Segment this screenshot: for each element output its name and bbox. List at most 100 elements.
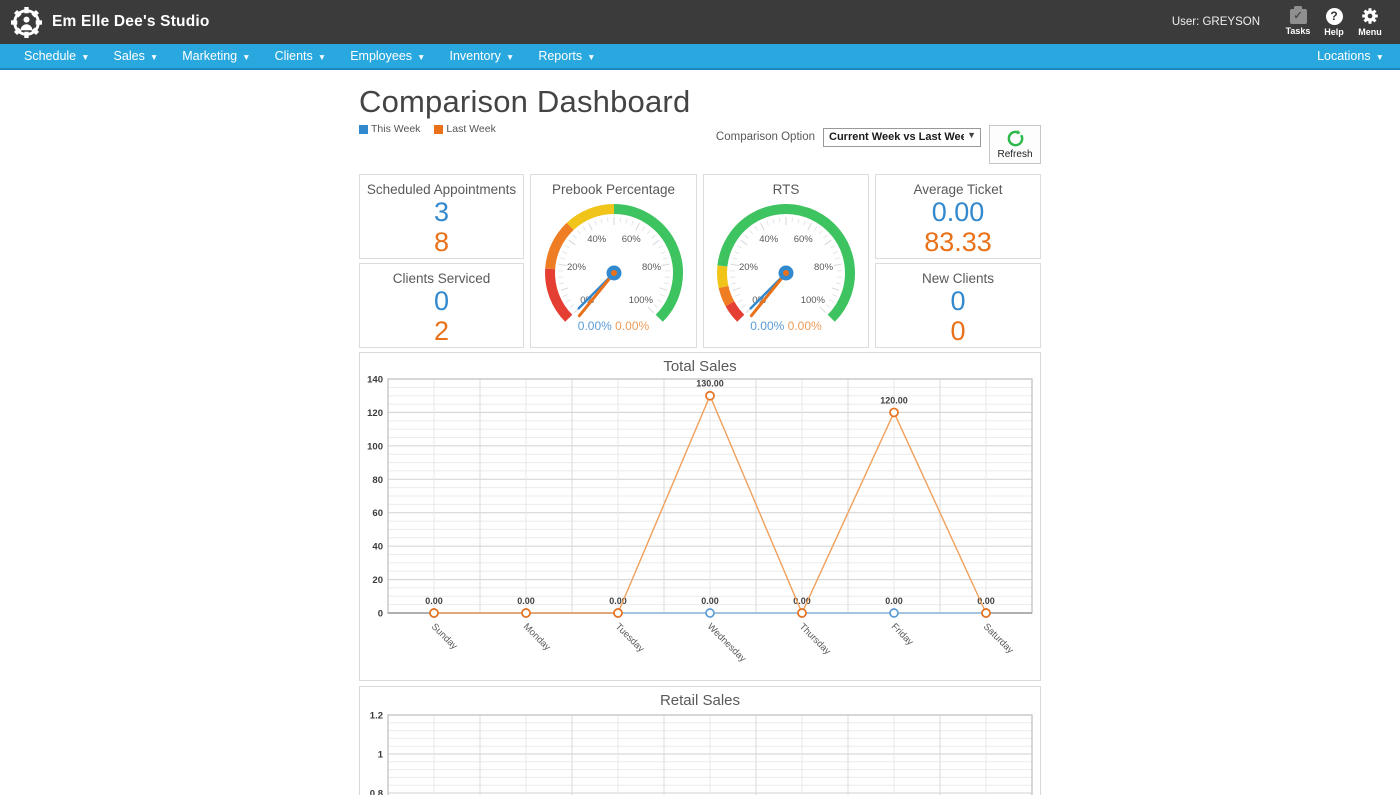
nav-item-reports[interactable]: Reports ▼ bbox=[538, 49, 596, 63]
help-label: Help bbox=[1324, 26, 1344, 37]
page-title: Comparison Dashboard bbox=[359, 84, 691, 119]
app-header: Em Elle Dee's Studio User: GREYSON ✓ Tas… bbox=[0, 0, 1400, 44]
card-new-clients: New Clients 0 0 bbox=[875, 263, 1041, 348]
card-title: Average Ticket bbox=[913, 182, 1003, 197]
svg-text:80%: 80% bbox=[814, 262, 834, 273]
card-average-ticket: Average Ticket 0.00 83.33 bbox=[875, 174, 1041, 259]
app-title: Em Elle Dee's Studio bbox=[52, 13, 210, 30]
svg-text:0.00: 0.00 bbox=[701, 596, 719, 606]
comparison-option-select[interactable]: Current Week vs Last Week bbox=[823, 127, 981, 147]
svg-text:40: 40 bbox=[372, 542, 383, 553]
legend-swatch-last-week bbox=[434, 124, 444, 134]
chevron-down-icon: ▼ bbox=[417, 52, 426, 62]
svg-text:Wednesday: Wednesday bbox=[705, 621, 748, 664]
svg-text:140: 140 bbox=[367, 375, 383, 386]
svg-text:20%: 20% bbox=[566, 262, 586, 273]
nav-item-sales[interactable]: Sales ▼ bbox=[113, 49, 159, 63]
svg-text:Monday: Monday bbox=[521, 621, 553, 653]
chevron-down-icon: ▼ bbox=[81, 52, 90, 62]
svg-text:40%: 40% bbox=[587, 234, 607, 245]
menu-button[interactable]: Menu bbox=[1352, 1, 1388, 43]
help-button[interactable]: ? Help bbox=[1316, 1, 1352, 43]
gauge-this-week-value: 0.00% bbox=[577, 319, 612, 333]
svg-text:1: 1 bbox=[378, 750, 384, 761]
card-title: RTS bbox=[772, 182, 800, 197]
chevron-down-icon: ▼ bbox=[242, 52, 251, 62]
last-week-value: 0 bbox=[950, 316, 966, 347]
card-prebook-percentage-gauge: Prebook Percentage 0%20%40%60%80%100% 0.… bbox=[530, 174, 697, 348]
svg-text:1.2: 1.2 bbox=[370, 711, 383, 722]
dashboard-content: Comparison Dashboard This Week Last Week… bbox=[359, 70, 1041, 795]
menu-gear-icon bbox=[1362, 8, 1378, 24]
menu-label: Menu bbox=[1358, 27, 1382, 37]
comparison-option-label: Comparison Option bbox=[715, 131, 815, 143]
card-title: New Clients bbox=[921, 271, 995, 286]
svg-text:100%: 100% bbox=[801, 295, 826, 306]
tasks-label: Tasks bbox=[1285, 25, 1311, 36]
refresh-icon bbox=[1007, 130, 1023, 147]
chevron-down-icon: ▼ bbox=[317, 52, 327, 62]
nav-item-locations[interactable]: Locations ▼ bbox=[1317, 49, 1384, 63]
user-label: User: GREYSON bbox=[1171, 16, 1260, 28]
svg-text:80%: 80% bbox=[642, 262, 662, 273]
gauge-values: 0.00% 0.00% bbox=[704, 319, 868, 333]
card-rts-gauge: RTS 0%20%40%60%80%100% 0.00% 0.00% bbox=[703, 174, 869, 348]
nav-item-employees[interactable]: Employees ▼ bbox=[350, 49, 426, 63]
cards-column-right: Average Ticket 0.00 83.33 New Clients 0 … bbox=[875, 174, 1041, 348]
svg-text:0: 0 bbox=[378, 609, 383, 620]
rts-gauge: 0%20%40%60%80%100% bbox=[717, 204, 855, 322]
this-week-value: 0.00 bbox=[931, 197, 985, 227]
app-logo-gear-person-icon bbox=[10, 6, 43, 38]
svg-text:60: 60 bbox=[372, 508, 383, 519]
svg-text:100%: 100% bbox=[628, 295, 653, 306]
svg-text:0.00: 0.00 bbox=[609, 596, 627, 606]
legend-label-last-week: Last Week bbox=[446, 123, 496, 135]
svg-text:60%: 60% bbox=[621, 234, 641, 245]
svg-text:120.00: 120.00 bbox=[880, 395, 908, 405]
chevron-down-icon: ▼ bbox=[149, 52, 159, 62]
this-week-value: 0 bbox=[433, 286, 450, 316]
svg-text:Saturday: Saturday bbox=[981, 621, 1016, 656]
svg-text:20: 20 bbox=[372, 575, 383, 586]
svg-text:0.00: 0.00 bbox=[425, 596, 443, 606]
nav-item-clients[interactable]: Clients ▼ bbox=[274, 49, 327, 63]
this-week-value: 0 bbox=[950, 286, 966, 316]
svg-text:130.00: 130.00 bbox=[696, 379, 724, 389]
total-sales-panel: Total Sales 0 20 40 60 80 100 120 140 0.00 0.00 0.… bbox=[359, 352, 1041, 681]
comparison-options-row: Comparison Option Current Week vs Last W… bbox=[715, 125, 1041, 164]
card-clients-serviced: Clients Serviced 0 2 bbox=[359, 263, 524, 348]
comparison-option-select-wrap: Current Week vs Last Week ▼ bbox=[823, 127, 981, 147]
svg-text:0.00: 0.00 bbox=[885, 596, 903, 606]
svg-text:120: 120 bbox=[367, 408, 383, 419]
svg-text:Friday: Friday bbox=[889, 621, 916, 648]
svg-text:Thursday: Thursday bbox=[797, 621, 833, 657]
help-icon: ? bbox=[1325, 7, 1343, 25]
summary-cards: Scheduled Appointments 3 8 Clients Servi… bbox=[359, 174, 1041, 348]
svg-text:80: 80 bbox=[372, 475, 383, 486]
legend-item-this-week: This Week bbox=[359, 123, 420, 135]
main-nav: Schedule ▼ Sales ▼ Marketing ▼ Clients ▼ Emp… bbox=[0, 44, 1400, 70]
svg-text:60%: 60% bbox=[794, 234, 814, 245]
card-title: Clients Serviced bbox=[392, 271, 491, 286]
legend-label-this-week: This Week bbox=[371, 123, 421, 135]
retail-sales-panel: Retail Sales 00.20.40.60.811.2 bbox=[359, 686, 1041, 795]
chevron-down-icon: ▼ bbox=[587, 52, 596, 62]
last-week-value: 2 bbox=[433, 316, 450, 347]
gauge-last-week-value: 0.00% bbox=[615, 319, 650, 333]
legend-item-last-week: Last Week bbox=[434, 123, 496, 135]
last-week-value: 83.33 bbox=[924, 227, 992, 258]
refresh-button[interactable]: Refresh bbox=[989, 125, 1041, 164]
nav-item-marketing[interactable]: Marketing ▼ bbox=[182, 49, 251, 63]
gauge-last-week-value: 0.00% bbox=[787, 319, 822, 333]
total-sales-chart: 0 20 40 60 80 100 120 140 0.00 0.00 0.00 0.00 0.00 0.… bbox=[367, 375, 1033, 665]
nav-item-inventory[interactable]: Inventory ▼ bbox=[449, 49, 515, 63]
refresh-label: Refresh bbox=[997, 149, 1033, 160]
retail-sales-chart: 00.20.40.60.811.2 bbox=[370, 711, 1033, 795]
chevron-down-icon: ▼ bbox=[1375, 52, 1384, 62]
series-legend: This Week Last Week bbox=[359, 123, 1041, 135]
prebook-percentage-gauge: 0%20%40%60%80%100% bbox=[544, 204, 683, 322]
svg-text:20%: 20% bbox=[739, 262, 759, 273]
tasks-button[interactable]: ✓ Tasks bbox=[1280, 1, 1316, 43]
svg-text:0.00: 0.00 bbox=[793, 596, 811, 606]
nav-item-schedule[interactable]: Schedule ▼ bbox=[24, 49, 90, 63]
